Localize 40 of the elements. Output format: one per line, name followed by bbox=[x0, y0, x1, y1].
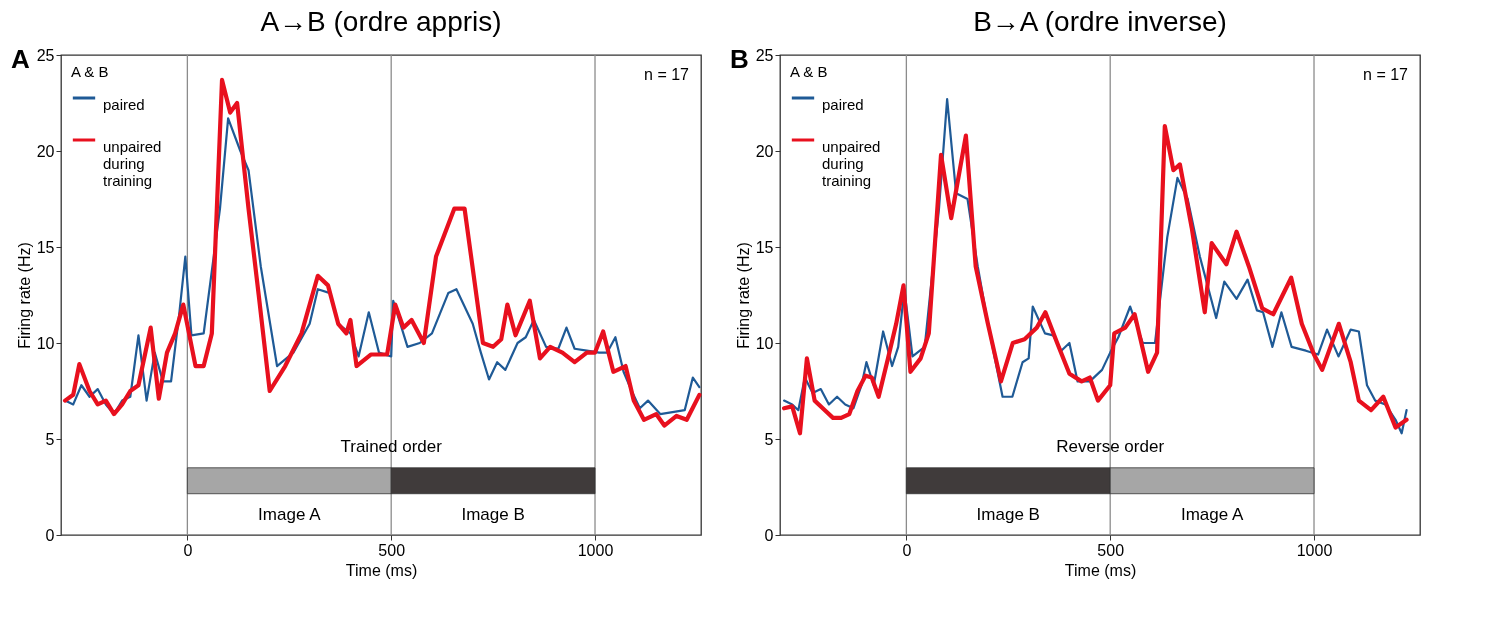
y-tick-label: 20 bbox=[755, 142, 774, 160]
legend-label: unpaired during training bbox=[822, 138, 881, 189]
x-tick-label: 0 bbox=[902, 541, 912, 559]
band-label: Image A bbox=[258, 504, 322, 524]
annotation: n = 17 bbox=[1363, 66, 1409, 83]
chart-title: B→A (ordre inverse) bbox=[973, 6, 1227, 37]
band-label: Image B bbox=[461, 504, 525, 524]
y-tick-label: 5 bbox=[764, 430, 774, 448]
x-tick-label: 0 bbox=[183, 541, 193, 559]
y-tick-label: 15 bbox=[755, 238, 774, 256]
y-tick-label: 25 bbox=[36, 46, 55, 64]
x-axis-title: Time (ms) bbox=[345, 561, 418, 579]
y-tick-label: 0 bbox=[764, 526, 774, 544]
band-label: Image B bbox=[976, 504, 1040, 524]
y-tick-label: 15 bbox=[36, 238, 55, 256]
text: A bbox=[11, 44, 30, 74]
legend-title: A & B bbox=[71, 63, 109, 80]
legend-title: A & B bbox=[790, 63, 828, 80]
annotation: Trained order bbox=[340, 436, 443, 456]
y-tick-label: 10 bbox=[36, 334, 55, 352]
annotation: Reverse order bbox=[1056, 436, 1165, 456]
legend-label: paired bbox=[103, 96, 145, 113]
x-tick-label: 1000 bbox=[1296, 541, 1333, 559]
y-axis-title: Firing rate (Hz) bbox=[15, 242, 33, 349]
y-tick-label: 0 bbox=[45, 526, 55, 544]
x-tick-label: 500 bbox=[378, 541, 406, 559]
y-tick-label: 20 bbox=[36, 142, 55, 160]
legend-label: unpaired during training bbox=[103, 138, 162, 189]
x-tick-label: 500 bbox=[1097, 541, 1125, 559]
y-axis-title: Firing rate (Hz) bbox=[734, 242, 752, 349]
x-axis-title: Time (ms) bbox=[1064, 561, 1137, 579]
text: B bbox=[730, 44, 749, 74]
annotation: n = 17 bbox=[644, 66, 690, 83]
y-tick-label: 10 bbox=[755, 334, 774, 352]
y-tick-label: 25 bbox=[755, 46, 774, 64]
x-tick-label: 1000 bbox=[577, 541, 614, 559]
y-tick-label: 5 bbox=[45, 430, 55, 448]
chart-title: A→B (ordre appris) bbox=[260, 6, 502, 37]
band-label: Image A bbox=[1180, 504, 1244, 524]
legend-label: paired bbox=[822, 96, 864, 113]
